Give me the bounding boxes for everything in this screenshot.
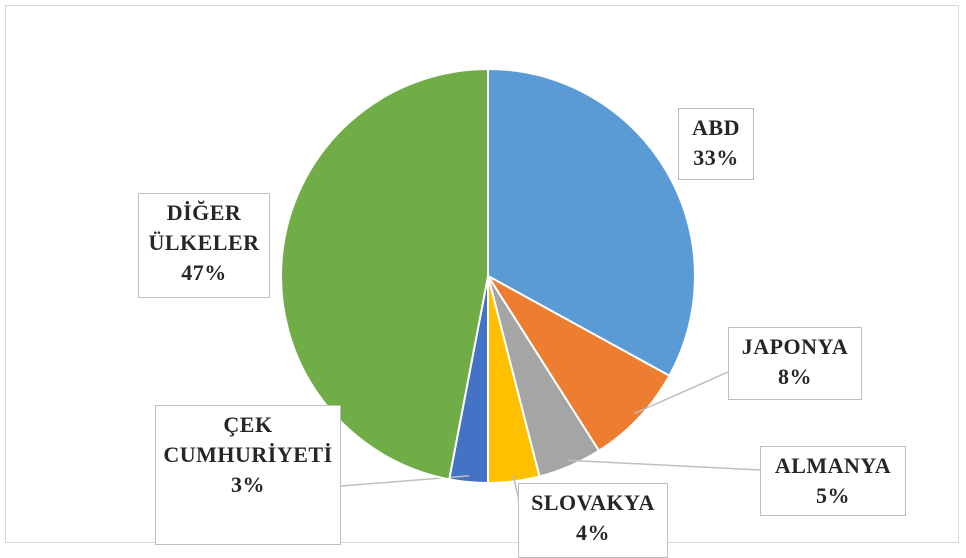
category-label: ABD	[692, 115, 740, 140]
data-label: ABD 33%	[678, 108, 754, 180]
data-label: ALMANYA 5%	[760, 446, 906, 516]
value-label: 3%	[231, 472, 265, 497]
value-label: 47%	[181, 260, 227, 285]
pie-slice	[280, 67, 489, 481]
category-label: ALMANYA	[774, 453, 892, 478]
data-label: DİĞER ÜLKELER 47%	[138, 193, 270, 298]
pie-slice	[487, 67, 696, 378]
value-label: 4%	[576, 520, 610, 545]
leader-line	[567, 459, 761, 471]
category-label: JAPONYA	[741, 334, 849, 359]
data-label: ÇEK CUMHURİYETİ 3%	[155, 405, 341, 545]
category-label: ÇEK CUMHURİYETİ	[163, 412, 333, 467]
value-label: 5%	[816, 483, 850, 508]
data-label: JAPONYA 8%	[728, 327, 862, 400]
data-label: SLOVAKYA 4%	[518, 483, 668, 558]
category-label: SLOVAKYA	[531, 490, 655, 515]
pie-slice	[487, 275, 671, 453]
value-label: 8%	[778, 364, 812, 389]
chart-frame	[5, 5, 959, 543]
category-label: DİĞER ÜLKELER	[148, 200, 260, 255]
leader-line	[634, 371, 729, 415]
value-label: 33%	[693, 145, 739, 170]
